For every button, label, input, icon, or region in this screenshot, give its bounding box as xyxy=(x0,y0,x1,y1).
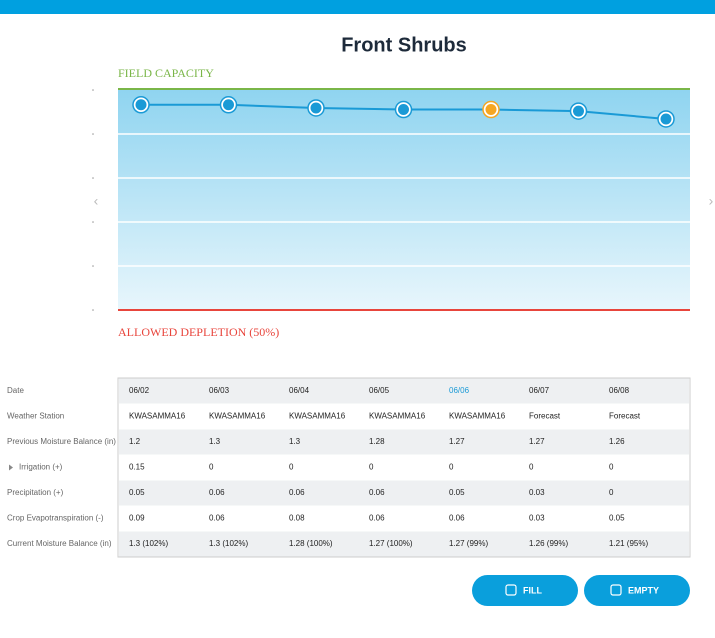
cell: KWASAMMA16 xyxy=(289,412,346,421)
row-label: Weather Station xyxy=(7,412,64,421)
cell: 06/08 xyxy=(609,386,630,395)
fill-button[interactable]: FILL xyxy=(472,575,578,606)
cell: 1.27 xyxy=(449,437,465,446)
cell: 0.09 xyxy=(129,514,145,523)
empty-label[interactable]: EMPTY xyxy=(628,585,659,595)
cell: 1.26 (99%) xyxy=(529,539,568,548)
cell: 1.21 (95%) xyxy=(609,539,648,548)
cell: 0.15 xyxy=(129,463,145,472)
cell: 0.06 xyxy=(209,488,225,497)
row-label: Current Moisture Balance (in) xyxy=(7,539,112,548)
cell: 1.3 xyxy=(209,437,221,446)
axis-dots xyxy=(92,89,94,311)
cell: 0 xyxy=(289,463,294,472)
cell: KWASAMMA16 xyxy=(449,412,506,421)
point-core xyxy=(485,104,497,116)
cell: 0.06 xyxy=(449,514,465,523)
point-core xyxy=(398,104,409,116)
cell: 0.05 xyxy=(129,488,145,497)
point-core xyxy=(573,105,584,117)
cell: 0.03 xyxy=(529,514,545,523)
expand-arrow[interactable] xyxy=(9,464,13,471)
chart xyxy=(132,96,675,128)
cell: 1.28 (100%) xyxy=(289,539,333,548)
cell: 0 xyxy=(369,463,374,472)
chart-area xyxy=(118,89,690,310)
cell: 1.3 (102%) xyxy=(129,539,168,548)
cell: 0 xyxy=(609,488,614,497)
cell: 1.27 xyxy=(529,437,545,446)
cell: KWASAMMA16 xyxy=(209,412,266,421)
cell: 0 xyxy=(449,463,454,472)
row-shade xyxy=(119,480,689,506)
cell: 06/06 xyxy=(449,386,470,395)
cell: 0 xyxy=(529,463,534,472)
cell: 06/03 xyxy=(209,386,230,395)
depletion-label: ALLOWED DEPLETION (50%) xyxy=(118,325,279,339)
row-label: Precipitation (+) xyxy=(7,488,64,497)
table-box xyxy=(117,377,691,558)
cell: 06/05 xyxy=(369,386,390,395)
cell: 0.06 xyxy=(369,488,385,497)
cell: 1.3 xyxy=(289,437,301,446)
top-bar xyxy=(0,0,715,14)
cell: 06/07 xyxy=(529,386,550,395)
cell: Forecast xyxy=(609,412,641,421)
cell: 0.06 xyxy=(369,514,385,523)
cell: 0 xyxy=(209,463,214,472)
table: Date Weather Station Previous Moisture Bal… xyxy=(7,378,689,557)
next-arrow[interactable]: › xyxy=(709,193,714,209)
row-label: Crop Evapotranspiration (-) xyxy=(7,514,104,523)
row-shade xyxy=(119,378,689,404)
cell: 0.05 xyxy=(609,514,625,523)
field-capacity-label: FIELD CAPACITY xyxy=(118,66,214,80)
cell: 1.2 xyxy=(129,437,141,446)
page-title: Front Shrubs xyxy=(341,34,467,56)
cell: 06/04 xyxy=(289,386,310,395)
cell: 0.06 xyxy=(209,514,225,523)
cell: 0.08 xyxy=(289,514,305,523)
point-core xyxy=(660,113,672,125)
cell: 0.06 xyxy=(289,488,305,497)
cell: 06/02 xyxy=(129,386,150,395)
cell: 1.26 xyxy=(609,437,625,446)
cell: KWASAMMA16 xyxy=(129,412,186,421)
point-core xyxy=(223,99,234,111)
cell: 0.03 xyxy=(529,488,545,497)
cell: KWASAMMA16 xyxy=(369,412,426,421)
fill-label[interactable]: FILL xyxy=(523,585,542,595)
point-core xyxy=(135,99,147,111)
row-label: Date xyxy=(7,386,24,395)
cell: 1.3 (102%) xyxy=(209,539,248,548)
row-shade xyxy=(119,429,689,455)
cell: 1.28 xyxy=(369,437,385,446)
point-core xyxy=(310,102,322,114)
bands xyxy=(118,133,690,267)
row-label: Previous Moisture Balance (in) xyxy=(7,437,116,446)
prev-arrow[interactable]: ‹ xyxy=(94,193,99,209)
cell: 0 xyxy=(609,463,614,472)
empty-button[interactable]: EMPTY xyxy=(584,575,690,606)
cell: 1.27 (100%) xyxy=(369,539,413,548)
row-label: Irrigation (+) xyxy=(19,463,63,472)
cell: Forecast xyxy=(529,412,561,421)
cell: 1.27 (99%) xyxy=(449,539,488,548)
row-shade xyxy=(119,531,689,557)
cell: 0.05 xyxy=(449,488,465,497)
